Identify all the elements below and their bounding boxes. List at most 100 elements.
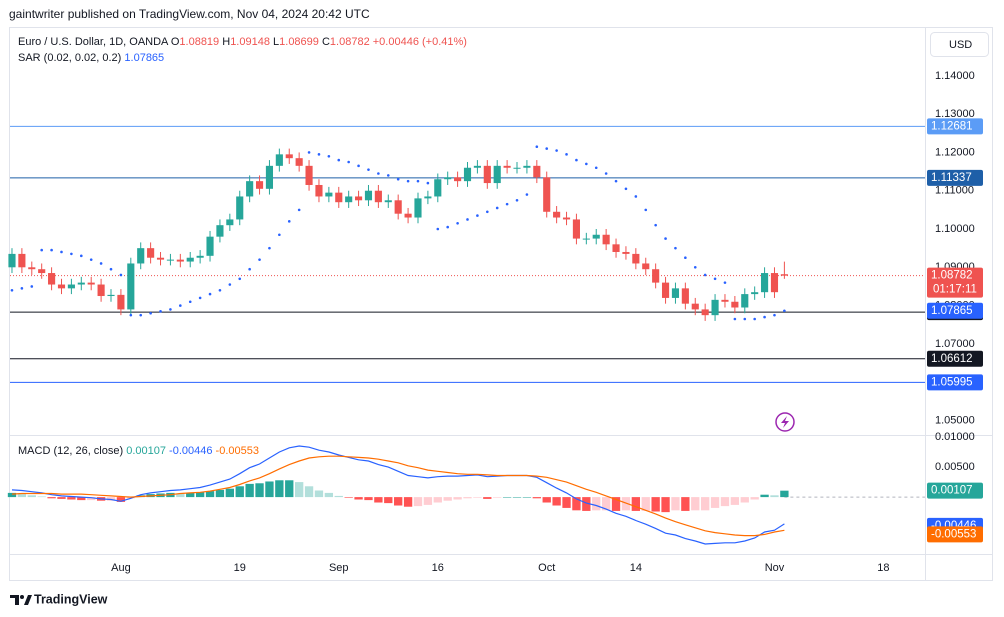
- candle-body: [582, 238, 590, 240]
- ohlc-label: C: [322, 36, 330, 48]
- macd-bar: [592, 497, 601, 511]
- macd-bar: [532, 497, 541, 499]
- candle-body: [127, 263, 135, 310]
- legend-macd: MACD (12, 26, close) 0.00107 -0.00446 -0…: [18, 445, 259, 457]
- sar-dot: [664, 237, 667, 240]
- level-label: 1.05995: [931, 376, 973, 388]
- macd-bar: [671, 497, 680, 511]
- sar-dot: [753, 317, 756, 321]
- sar-dot: [159, 310, 162, 313]
- sar-dot: [327, 154, 331, 158]
- sar-dot: [396, 177, 400, 181]
- macd-bar: [265, 481, 274, 498]
- macd-bar: [17, 494, 27, 498]
- sar-dot: [119, 273, 123, 277]
- sar-dot: [525, 193, 529, 196]
- macd-bar: [502, 497, 512, 498]
- sar-dot: [317, 153, 321, 156]
- sar-dot: [476, 214, 479, 217]
- sar-dot: [10, 288, 14, 292]
- candle-body: [384, 200, 392, 203]
- currency-button[interactable]: [930, 32, 989, 57]
- signal-label: -0.00553: [931, 528, 976, 540]
- signal-value: -0.00553: [216, 445, 259, 457]
- candle-body: [18, 253, 26, 268]
- sar-dot: [446, 225, 449, 229]
- sar-dot: [763, 315, 766, 319]
- sar-dot: [278, 233, 281, 237]
- sar-dot: [297, 208, 301, 212]
- sar-dot: [693, 265, 697, 269]
- y-tick-label: 1.14000: [935, 70, 975, 82]
- candle-body: [137, 248, 145, 264]
- y-tick-label: 1.11000: [935, 185, 974, 197]
- macd-bar: [374, 497, 383, 503]
- sar-name: SAR (0.02, 0.02, 0.2): [18, 52, 121, 64]
- macd-bar: [740, 497, 749, 503]
- macd-bar: [27, 495, 36, 498]
- macd-bar: [730, 497, 740, 505]
- x-tick-label: Aug: [111, 562, 131, 574]
- candle-body: [236, 196, 244, 220]
- macd-bar: [195, 492, 205, 498]
- candle-body: [57, 284, 66, 289]
- sar-dot: [594, 166, 598, 170]
- macd-bar: [493, 497, 502, 498]
- level-label-bg: [927, 374, 983, 391]
- alert-icon[interactable]: [775, 412, 795, 432]
- sar-dot: [357, 164, 360, 168]
- macd-bar: [562, 497, 571, 508]
- macd-bar: [354, 497, 363, 500]
- sar-dot: [149, 311, 152, 315]
- y-tick-label: 1.13000: [935, 108, 975, 120]
- x-tick-label: Nov: [765, 562, 785, 574]
- candle-body: [681, 288, 689, 304]
- candle-body: [394, 200, 402, 214]
- sar-dot: [416, 179, 420, 183]
- candle-body: [533, 165, 541, 178]
- sar-dot: [50, 248, 53, 252]
- x-tick-label: 18: [877, 562, 889, 574]
- ohlc-label: L: [273, 36, 279, 48]
- candle-body: [147, 248, 155, 258]
- macd-bar: [601, 497, 611, 511]
- candle-body: [493, 165, 501, 184]
- logo-mark: [10, 595, 19, 605]
- sar-dot: [505, 202, 509, 206]
- x-tick-label: Sep: [329, 562, 349, 574]
- candle-body: [523, 165, 531, 168]
- candle-body: [335, 192, 343, 203]
- candle-body: [721, 299, 729, 302]
- publish-header: gaintwriter published on TradingView.com…: [9, 7, 370, 21]
- candle-body: [642, 263, 650, 270]
- sar-dot: [179, 304, 182, 307]
- sar-dot: [129, 313, 133, 317]
- sar-dot: [139, 313, 143, 317]
- macd-bar: [522, 497, 532, 498]
- currency-label: USD: [949, 39, 972, 51]
- candle-body: [206, 236, 214, 256]
- macd-bar: [770, 495, 779, 498]
- ohlc-label: H: [222, 36, 230, 48]
- candle-body: [355, 196, 363, 201]
- candle-body: [553, 211, 561, 218]
- macd-bar: [720, 497, 730, 507]
- footer-brand: TradingView: [34, 592, 108, 606]
- candle-body: [156, 257, 165, 260]
- macd-bar: [344, 497, 353, 498]
- macd-bar: [116, 497, 126, 502]
- sar-dot: [436, 227, 440, 231]
- sar-dot: [258, 258, 261, 261]
- macd-bar: [463, 497, 472, 499]
- candle-body: [186, 257, 194, 262]
- candle-body: [196, 255, 204, 258]
- x-tick-label: 16: [432, 562, 444, 574]
- signal-label-bg: [927, 526, 983, 543]
- macd-bar: [681, 497, 690, 511]
- candle-body: [612, 244, 620, 252]
- ohlc-value: 1.08782: [330, 36, 370, 48]
- macd-bar: [275, 480, 284, 498]
- sar-dot: [495, 206, 499, 210]
- candle-body: [226, 219, 234, 226]
